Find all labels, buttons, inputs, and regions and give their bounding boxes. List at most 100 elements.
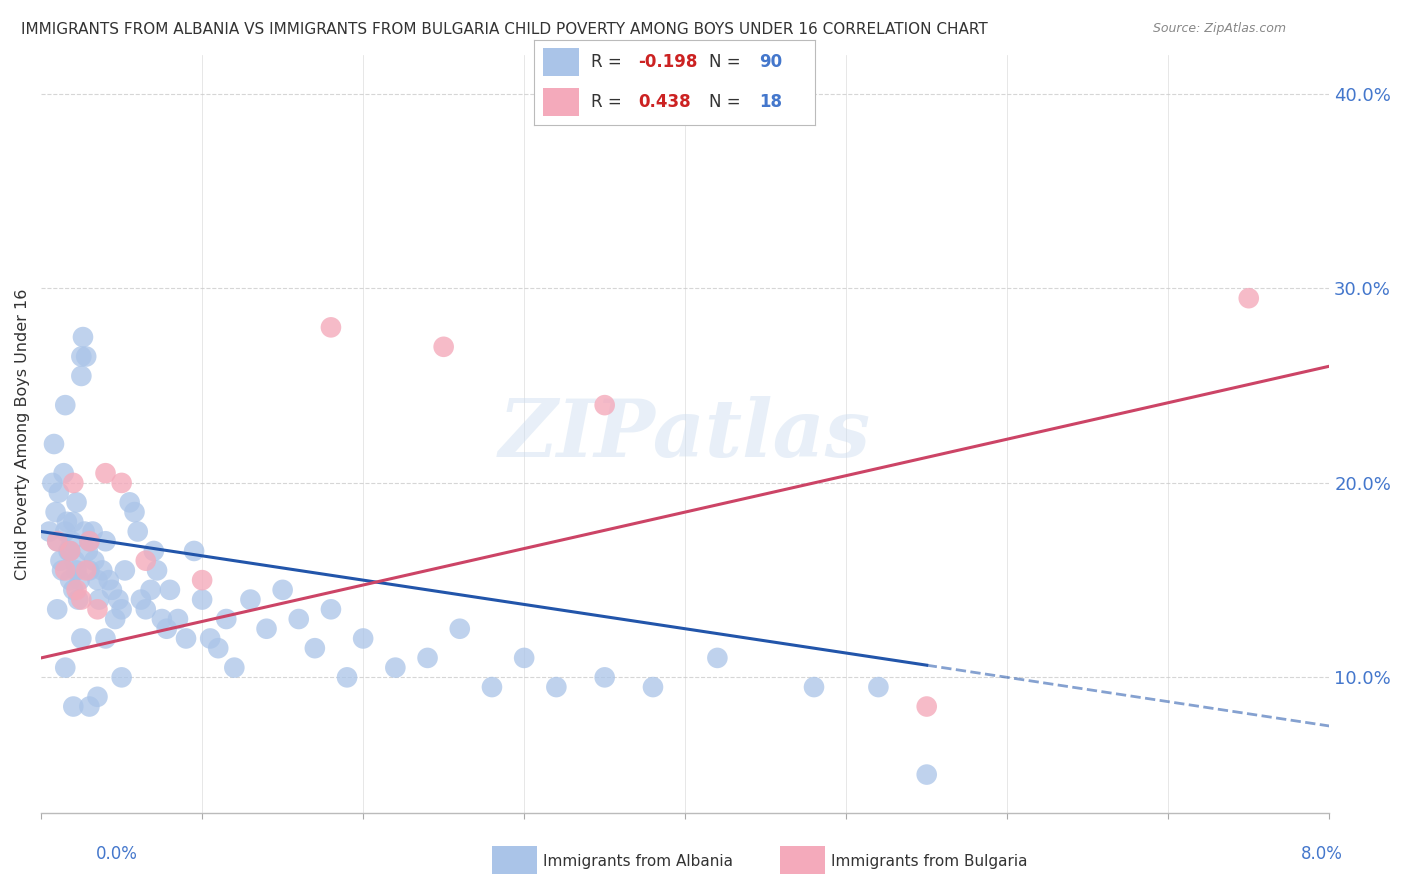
Text: R =: R = — [591, 53, 627, 70]
Point — [118, 495, 141, 509]
Text: ZIPatlas: ZIPatlas — [499, 395, 872, 473]
Point — [53, 524, 76, 539]
Bar — [543, 88, 579, 116]
Point — [915, 767, 938, 781]
Point — [546, 680, 568, 694]
Point — [94, 632, 117, 646]
Point — [207, 641, 229, 656]
Point — [65, 582, 87, 597]
Point — [53, 398, 76, 412]
Point — [287, 612, 309, 626]
Point — [868, 680, 890, 694]
Point — [111, 670, 134, 684]
Point — [706, 651, 728, 665]
Point — [256, 622, 278, 636]
Point — [70, 368, 93, 383]
Text: Immigrants from Bulgaria: Immigrants from Bulgaria — [831, 855, 1028, 869]
Point — [174, 632, 197, 646]
Point — [215, 612, 238, 626]
Point — [94, 534, 117, 549]
Point — [191, 573, 214, 587]
Point — [79, 699, 101, 714]
Point — [70, 350, 93, 364]
Text: Immigrants from Albania: Immigrants from Albania — [543, 855, 733, 869]
Point — [62, 582, 84, 597]
Y-axis label: Child Poverty Among Boys Under 16: Child Poverty Among Boys Under 16 — [15, 289, 30, 580]
Point — [56, 515, 79, 529]
Point — [127, 524, 149, 539]
Point — [69, 573, 91, 587]
Point — [82, 524, 104, 539]
Point — [46, 534, 69, 549]
Point — [135, 602, 157, 616]
Point — [104, 612, 127, 626]
Point — [70, 592, 93, 607]
Point — [53, 660, 76, 674]
Point — [72, 330, 94, 344]
Point — [101, 582, 124, 597]
Text: 18: 18 — [759, 93, 782, 111]
Point — [198, 632, 221, 646]
Text: 0.0%: 0.0% — [96, 845, 138, 863]
Text: 90: 90 — [759, 53, 782, 70]
Point — [79, 563, 101, 577]
Point — [38, 524, 60, 539]
Point — [45, 505, 67, 519]
Point — [65, 495, 87, 509]
Point — [63, 554, 86, 568]
Point — [114, 563, 136, 577]
Point — [48, 485, 70, 500]
Point — [135, 554, 157, 568]
Point — [94, 466, 117, 480]
Point — [86, 690, 108, 704]
Point — [87, 592, 110, 607]
Point — [156, 622, 179, 636]
Point — [416, 651, 439, 665]
Text: N =: N = — [709, 93, 745, 111]
Point — [319, 320, 342, 334]
Point — [111, 602, 134, 616]
Point — [41, 475, 63, 490]
Point — [319, 602, 342, 616]
Point — [124, 505, 146, 519]
Point — [46, 534, 69, 549]
Point — [97, 573, 120, 587]
Point — [271, 582, 294, 597]
Point — [139, 582, 162, 597]
Point — [111, 475, 134, 490]
Point — [76, 544, 98, 558]
Bar — [543, 48, 579, 76]
Point — [433, 340, 456, 354]
Point — [146, 563, 169, 577]
Point — [59, 544, 82, 558]
Text: 8.0%: 8.0% — [1301, 845, 1343, 863]
Point — [513, 651, 536, 665]
Point — [86, 602, 108, 616]
Point — [67, 592, 90, 607]
Point — [62, 475, 84, 490]
Point — [91, 563, 114, 577]
Point — [62, 699, 84, 714]
Point — [593, 398, 616, 412]
Point — [60, 534, 83, 549]
Point — [352, 632, 374, 646]
Point — [150, 612, 173, 626]
Text: Source: ZipAtlas.com: Source: ZipAtlas.com — [1153, 22, 1286, 36]
Point — [73, 524, 96, 539]
Point — [59, 544, 82, 558]
Point — [49, 554, 72, 568]
Point — [1237, 291, 1260, 305]
Text: IMMIGRANTS FROM ALBANIA VS IMMIGRANTS FROM BULGARIA CHILD POVERTY AMONG BOYS UND: IMMIGRANTS FROM ALBANIA VS IMMIGRANTS FR… — [21, 22, 988, 37]
Point — [86, 573, 108, 587]
Point — [224, 660, 246, 674]
Point — [593, 670, 616, 684]
Point — [53, 563, 76, 577]
Point — [58, 544, 80, 558]
Text: R =: R = — [591, 93, 627, 111]
Point — [641, 680, 664, 694]
Point — [52, 466, 75, 480]
Point — [239, 592, 262, 607]
Point — [46, 602, 69, 616]
Point — [304, 641, 326, 656]
Point — [83, 554, 105, 568]
